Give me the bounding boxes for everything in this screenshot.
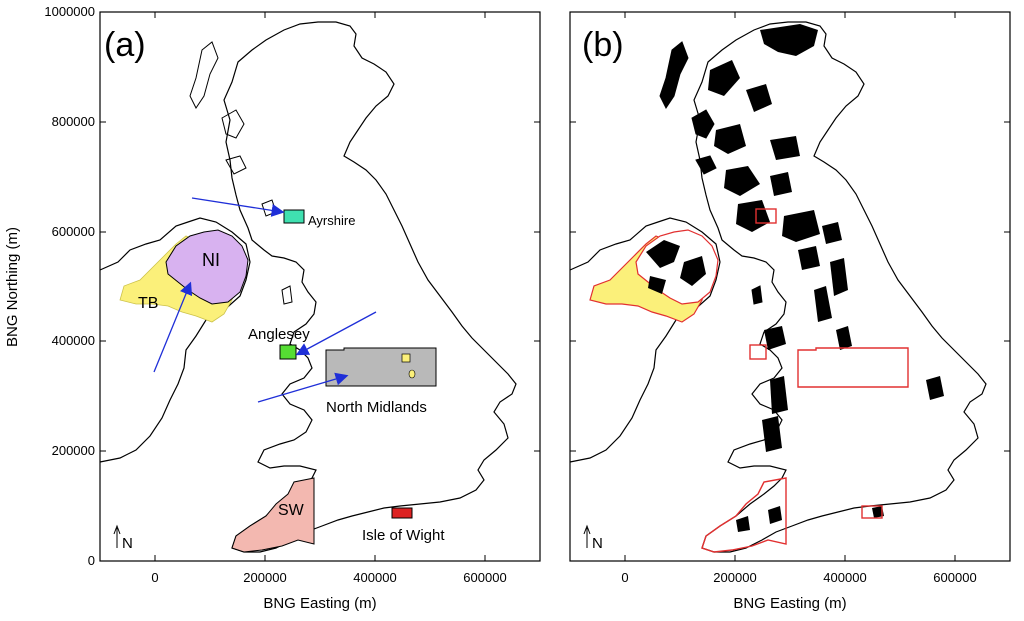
label-sw: SW <box>278 502 305 519</box>
ireland-coastline-b <box>569 217 721 463</box>
ticks-a <box>100 11 540 562</box>
ayrshire-region <box>283 209 305 224</box>
x-tick-b-400000: 400000 <box>823 570 866 585</box>
label-ayrshire: Ayrshire <box>308 213 355 228</box>
x-axis-label-a: BNG Easting (m) <box>263 595 376 612</box>
x-tick-b-600000: 600000 <box>933 570 976 585</box>
x-tick-labels-b: 0 200000 400000 600000 <box>621 570 976 585</box>
y-tick-1000000: 1000000 <box>44 4 95 19</box>
arrow-north-midlands <box>257 372 349 403</box>
x-tick-a-400000: 400000 <box>353 570 396 585</box>
north-midlands-inset-2 <box>408 369 416 379</box>
x-tick-labels-a: 0 200000 400000 600000 <box>151 570 506 585</box>
label-north-midlands: North Midlands <box>326 399 427 416</box>
mull-outline <box>225 155 247 175</box>
skye-outline <box>221 109 245 139</box>
y-tick-600000: 600000 <box>52 224 95 239</box>
dark-land-cover <box>708 24 944 532</box>
x-axis-label-b: BNG Easting (m) <box>733 595 846 612</box>
x-tick-b-200000: 200000 <box>713 570 756 585</box>
isle-of-man-outline <box>281 285 293 305</box>
arrow-ayrshire <box>191 197 285 217</box>
ireland-coastline <box>99 217 251 463</box>
north-label-b: N <box>592 535 603 552</box>
panel-a: NI TB Ayrshire Anglesey North Midlands S… <box>99 11 541 562</box>
label-tb: TB <box>138 295 158 312</box>
ticks-b <box>570 12 1010 561</box>
label-ni: NI <box>202 250 220 270</box>
isle-of-wight-region <box>391 507 413 519</box>
x-tick-a-200000: 200000 <box>243 570 286 585</box>
y-axis-label: BNG Northing (m) <box>4 227 21 347</box>
panel-b: (b) N <box>569 11 1011 562</box>
north-label-a: N <box>122 535 133 552</box>
north-arrow-b: N <box>583 524 603 552</box>
x-tick-a-0: 0 <box>151 570 158 585</box>
arrow-anglesey <box>295 311 377 356</box>
x-tick-a-600000: 600000 <box>463 570 506 585</box>
north-midlands-inset <box>401 353 411 363</box>
y-tick-400000: 400000 <box>52 333 95 348</box>
y-tick-800000: 800000 <box>52 114 95 129</box>
north-arrow-a: N <box>113 524 133 552</box>
north-midlands-region <box>325 347 437 387</box>
arrow-ni <box>153 281 193 373</box>
y-tick-0: 0 <box>88 553 95 568</box>
anglesey-region <box>279 344 297 360</box>
ni-dark-patches <box>646 240 706 294</box>
hebrides-outline <box>189 41 219 109</box>
study-region-outlines <box>701 208 909 553</box>
x-tick-b-0: 0 <box>621 570 628 585</box>
panel-b-letter: (b) <box>582 26 624 64</box>
y-tick-200000: 200000 <box>52 443 95 458</box>
panel-a-letter: (a) <box>104 26 146 64</box>
y-tick-labels: 1000000 800000 600000 400000 200000 0 <box>44 4 95 568</box>
sw-region <box>231 477 315 553</box>
label-isle-of-wight: Isle of Wight <box>362 527 445 544</box>
label-anglesey: Anglesey <box>248 326 310 343</box>
